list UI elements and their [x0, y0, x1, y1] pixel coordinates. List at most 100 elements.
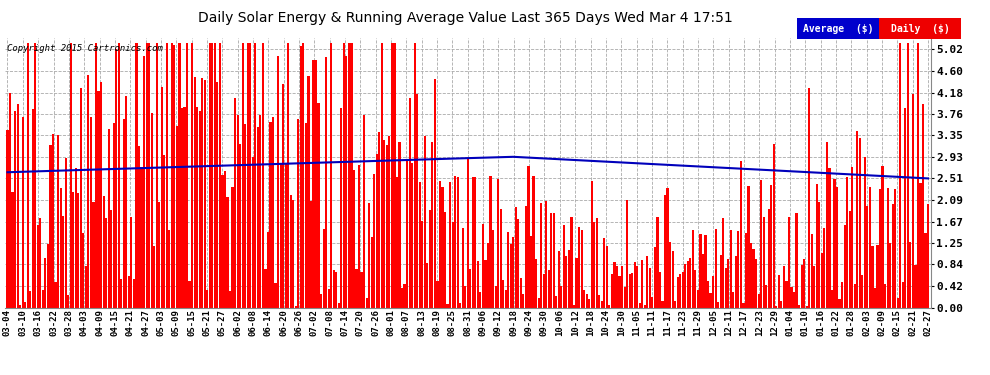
Bar — [707, 281, 709, 308]
Bar — [398, 142, 401, 308]
Bar — [621, 266, 623, 308]
Bar — [624, 287, 626, 308]
Bar — [765, 285, 767, 308]
Bar — [194, 76, 196, 308]
Bar — [596, 217, 598, 308]
Bar — [47, 244, 50, 308]
Bar — [168, 230, 170, 308]
Bar — [770, 185, 772, 308]
Bar — [461, 228, 463, 308]
Bar — [484, 260, 486, 308]
Bar — [150, 113, 152, 308]
Bar — [876, 244, 878, 308]
Bar — [338, 303, 340, 307]
Bar — [323, 230, 325, 308]
Bar — [863, 157, 866, 308]
Bar — [798, 305, 800, 308]
Bar — [439, 181, 441, 308]
Bar — [328, 289, 330, 308]
Bar — [282, 84, 284, 308]
Bar — [728, 259, 730, 308]
Bar — [869, 188, 871, 308]
Bar — [290, 195, 292, 308]
Bar — [598, 296, 600, 307]
Bar — [239, 144, 242, 308]
Bar — [510, 244, 512, 308]
Bar — [783, 266, 785, 308]
Bar — [644, 304, 645, 307]
Bar — [530, 236, 532, 308]
Bar — [555, 296, 557, 307]
Bar — [588, 299, 590, 307]
Bar — [191, 43, 193, 308]
Bar — [217, 82, 219, 308]
Bar — [816, 184, 818, 308]
Bar — [687, 261, 689, 308]
Bar — [245, 124, 247, 308]
Bar — [697, 290, 699, 308]
Bar — [821, 253, 823, 308]
Bar — [720, 255, 722, 308]
Bar — [211, 43, 214, 308]
Bar — [712, 276, 714, 308]
Text: Daily  ($): Daily ($) — [891, 24, 949, 33]
Bar — [277, 56, 279, 308]
Bar — [352, 170, 355, 308]
Bar — [320, 294, 322, 307]
Bar — [725, 268, 727, 308]
Bar — [249, 43, 251, 308]
Bar — [247, 43, 248, 308]
Bar — [391, 43, 393, 308]
Bar — [341, 108, 343, 307]
Bar — [27, 43, 29, 308]
Bar — [813, 266, 816, 308]
Bar — [565, 256, 567, 307]
Bar — [570, 217, 572, 308]
Bar — [682, 272, 684, 308]
Bar — [128, 276, 130, 308]
Bar — [393, 43, 396, 308]
Bar — [136, 43, 138, 308]
Bar — [752, 249, 754, 308]
Bar — [608, 305, 611, 308]
Bar — [573, 305, 575, 308]
Bar — [780, 301, 782, 307]
Bar — [274, 283, 276, 308]
Bar — [118, 43, 120, 308]
Bar — [505, 290, 507, 308]
Bar — [45, 258, 47, 308]
Bar — [358, 165, 360, 308]
Bar — [401, 288, 403, 308]
Bar — [442, 187, 444, 308]
Bar — [363, 115, 365, 308]
Bar — [110, 210, 112, 308]
Bar — [547, 270, 549, 308]
Bar — [614, 262, 616, 308]
Bar — [747, 186, 749, 308]
Bar — [434, 79, 436, 308]
Bar — [722, 218, 725, 308]
Bar — [292, 200, 294, 308]
Bar — [619, 276, 621, 308]
Bar — [829, 168, 831, 308]
Bar — [492, 230, 494, 308]
Bar — [424, 136, 426, 308]
Bar — [801, 265, 803, 308]
Bar — [637, 266, 639, 308]
Bar — [24, 302, 27, 307]
Bar — [153, 246, 155, 308]
Bar — [37, 225, 39, 308]
Bar — [19, 305, 21, 308]
Bar — [219, 43, 221, 308]
Bar — [694, 270, 697, 308]
Bar — [474, 177, 476, 308]
Bar — [606, 246, 608, 308]
Bar — [653, 247, 656, 308]
Bar — [386, 145, 388, 308]
Bar — [160, 87, 162, 308]
Bar — [375, 154, 378, 308]
Bar — [651, 297, 653, 307]
Bar — [183, 107, 185, 307]
Bar — [204, 80, 206, 308]
Bar — [80, 88, 82, 308]
